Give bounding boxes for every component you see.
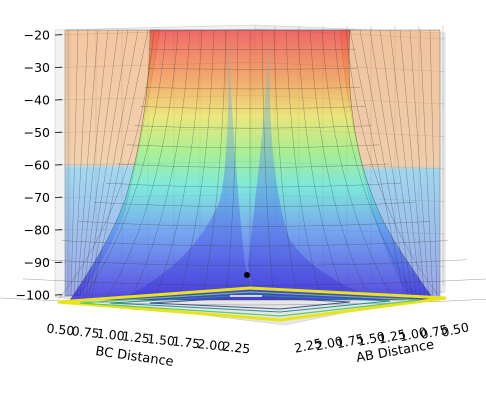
mesh-line	[359, 29, 410, 301]
mesh-line	[129, 29, 191, 301]
mesh-line	[57, 29, 155, 301]
z-tick-label: −60	[24, 158, 50, 173]
z-tick-label: −70	[24, 190, 50, 205]
y-tick-label: 2.00	[197, 336, 226, 354]
mesh-line	[419, 29, 434, 301]
mesh-line	[149, 48, 356, 50]
contour-inner	[109, 294, 391, 313]
mesh-line	[153, 29, 203, 301]
mesh-line	[399, 29, 426, 301]
contour-mid	[79, 291, 421, 317]
floor-contours	[57, 286, 447, 322]
mesh-line	[409, 29, 430, 301]
mesh-line	[389, 29, 422, 301]
x-axis: 0.500.751.001.251.501.752.002.25	[293, 319, 470, 355]
mesh-line	[126, 144, 380, 149]
z-tick-label: −30	[24, 60, 50, 75]
mesh-line	[82, 29, 119, 297]
x-tick-label: 1.00	[398, 324, 428, 344]
mesh-line	[144, 87, 361, 90]
y-tick-label: 1.75	[172, 333, 201, 351]
mesh-line	[297, 29, 347, 301]
mesh-line	[285, 29, 323, 301]
mesh-line	[70, 29, 79, 297]
potential-energy-surface	[0, 29, 486, 306]
mesh-line	[261, 29, 275, 301]
mesh-line	[76, 29, 99, 297]
y-tick-label: 1.00	[96, 326, 125, 344]
z-tick-label: −20	[24, 28, 50, 43]
mesh-line	[61, 240, 448, 247]
z-tick-label: −40	[24, 93, 50, 108]
mesh-line	[309, 29, 371, 301]
y-axis-title: BC Distance	[94, 344, 174, 370]
mesh-line	[147, 68, 358, 70]
y-tick-label: 0.50	[46, 321, 75, 339]
x-tick-label: 2.25	[293, 335, 323, 355]
mesh-line	[140, 106, 366, 109]
mesh-line	[105, 29, 179, 301]
mesh-line	[429, 29, 438, 301]
mesh-line	[88, 29, 139, 297]
mesh-line	[134, 125, 372, 129]
z-axis: −20 −30 −40 −50 −60 −70 −80 −90 −100	[16, 28, 63, 303]
y-tick-label: 1.25	[121, 328, 150, 346]
surface-mesh	[0, 29, 486, 306]
mesh-line	[73, 29, 89, 297]
mesh-line	[349, 29, 406, 301]
mesh-line	[201, 29, 227, 301]
z-tick-label: −100	[16, 288, 50, 303]
y-tick-label: 2.25	[222, 339, 251, 357]
mesh-line	[177, 29, 215, 301]
mesh-line	[273, 29, 299, 301]
z-tick-label: −90	[24, 255, 50, 270]
z-tick-label: −80	[24, 223, 50, 238]
contour-core	[149, 296, 351, 310]
surface-valley	[120, 32, 255, 300]
mesh-line	[106, 182, 401, 188]
marked-point	[244, 272, 250, 278]
x-tick-label: 0.50	[440, 319, 470, 339]
x-tick-label: 1.75	[335, 331, 365, 351]
x-tick-label: 1.25	[377, 326, 407, 346]
mesh-line	[81, 29, 167, 301]
mesh-line	[379, 29, 418, 301]
z-tick-label: −50	[24, 125, 50, 140]
y-axis: 0.500.751.001.251.501.752.002.25	[46, 321, 251, 357]
contour-outer	[57, 286, 447, 322]
mesh-line	[78, 221, 431, 227]
mesh-line	[85, 29, 129, 297]
y-tick-label: 0.75	[71, 323, 100, 341]
mesh-line	[79, 29, 109, 297]
mesh-line	[117, 163, 390, 168]
mesh-line	[93, 202, 415, 207]
x-tick-label: 1.50	[356, 329, 386, 349]
mesh-line	[91, 29, 149, 297]
y-tick-label: 1.50	[146, 331, 175, 349]
mesh-line	[333, 29, 419, 301]
mesh-line	[321, 29, 395, 301]
mesh-line	[225, 29, 239, 301]
x-tick-label: 2.00	[314, 333, 344, 353]
surface-valley-right	[248, 32, 380, 300]
x-tick-label: 0.75	[419, 322, 449, 342]
mesh-line	[369, 29, 414, 301]
